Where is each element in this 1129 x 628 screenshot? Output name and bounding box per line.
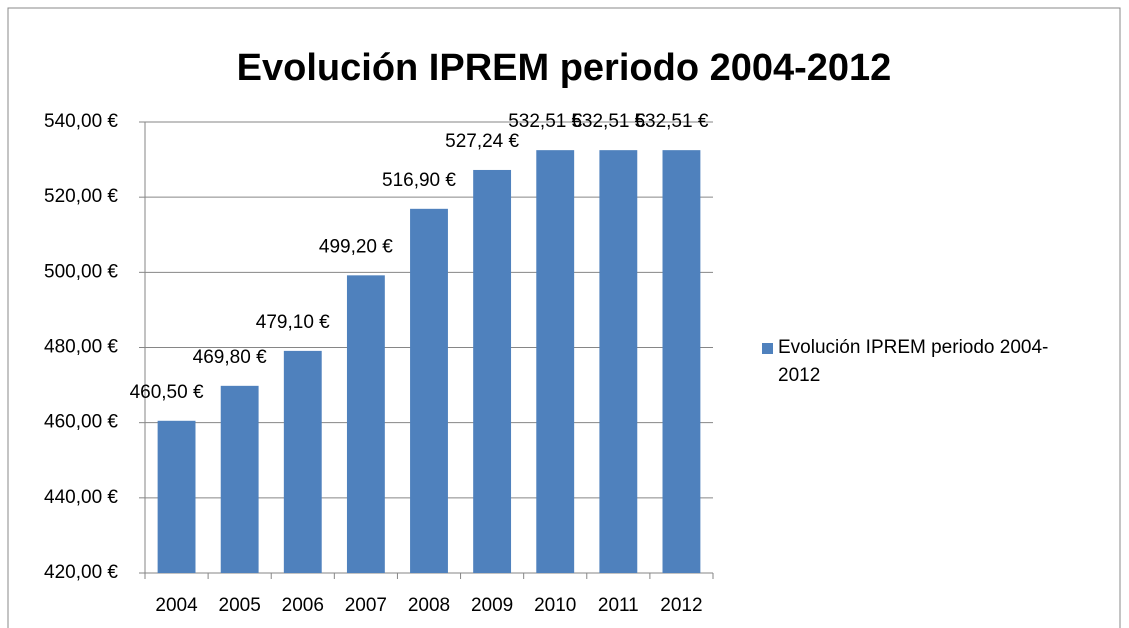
y-tick-label: 420,00 € <box>44 562 118 583</box>
bar <box>410 208 448 573</box>
x-tick-label: 2008 <box>408 595 450 616</box>
bar <box>283 350 322 573</box>
bar <box>220 385 259 573</box>
x-tick-label: 2010 <box>534 595 576 616</box>
x-tick-label: 2005 <box>219 595 261 616</box>
y-tick-label: 500,00 € <box>44 261 118 282</box>
x-tick-label: 2007 <box>345 595 387 616</box>
data-label: 532,51 € <box>571 111 645 132</box>
data-label: 479,10 € <box>256 312 330 333</box>
bar <box>157 420 196 573</box>
x-tick-label: 2009 <box>471 595 513 616</box>
data-label: 460,50 € <box>130 382 204 403</box>
bar <box>599 150 638 574</box>
y-tick-label: 520,00 € <box>44 186 118 207</box>
x-tick-label: 2011 <box>598 595 639 616</box>
bar <box>662 150 701 574</box>
y-tick-label: 440,00 € <box>44 487 118 508</box>
x-tick-label: 2012 <box>660 595 702 616</box>
legend-swatch <box>762 343 773 354</box>
chart-frame <box>7 7 1121 628</box>
chart-title: Evolución IPREM periodo 2004-2012 <box>237 47 892 89</box>
x-tick-label: 2004 <box>155 595 198 616</box>
legend-label: Evolución IPREM periodo 2004-2012 <box>778 337 1049 386</box>
data-label: 532,51 € <box>634 111 708 132</box>
data-label: 527,24 € <box>445 131 519 152</box>
data-label: 516,90 € <box>382 170 456 191</box>
x-tick-label: 2006 <box>282 595 324 616</box>
y-tick-label: 480,00 € <box>44 337 118 358</box>
bar <box>473 169 512 573</box>
y-tick-label: 460,00 € <box>44 412 118 433</box>
data-label: 532,51 € <box>508 111 582 132</box>
bar <box>536 150 575 574</box>
bar <box>346 275 385 573</box>
data-label: 499,20 € <box>319 236 393 257</box>
legend: Evolución IPREM periodo 2004-2012 <box>778 334 1078 390</box>
data-label: 469,80 € <box>193 347 267 368</box>
y-tick-label: 540,00 € <box>44 111 118 132</box>
